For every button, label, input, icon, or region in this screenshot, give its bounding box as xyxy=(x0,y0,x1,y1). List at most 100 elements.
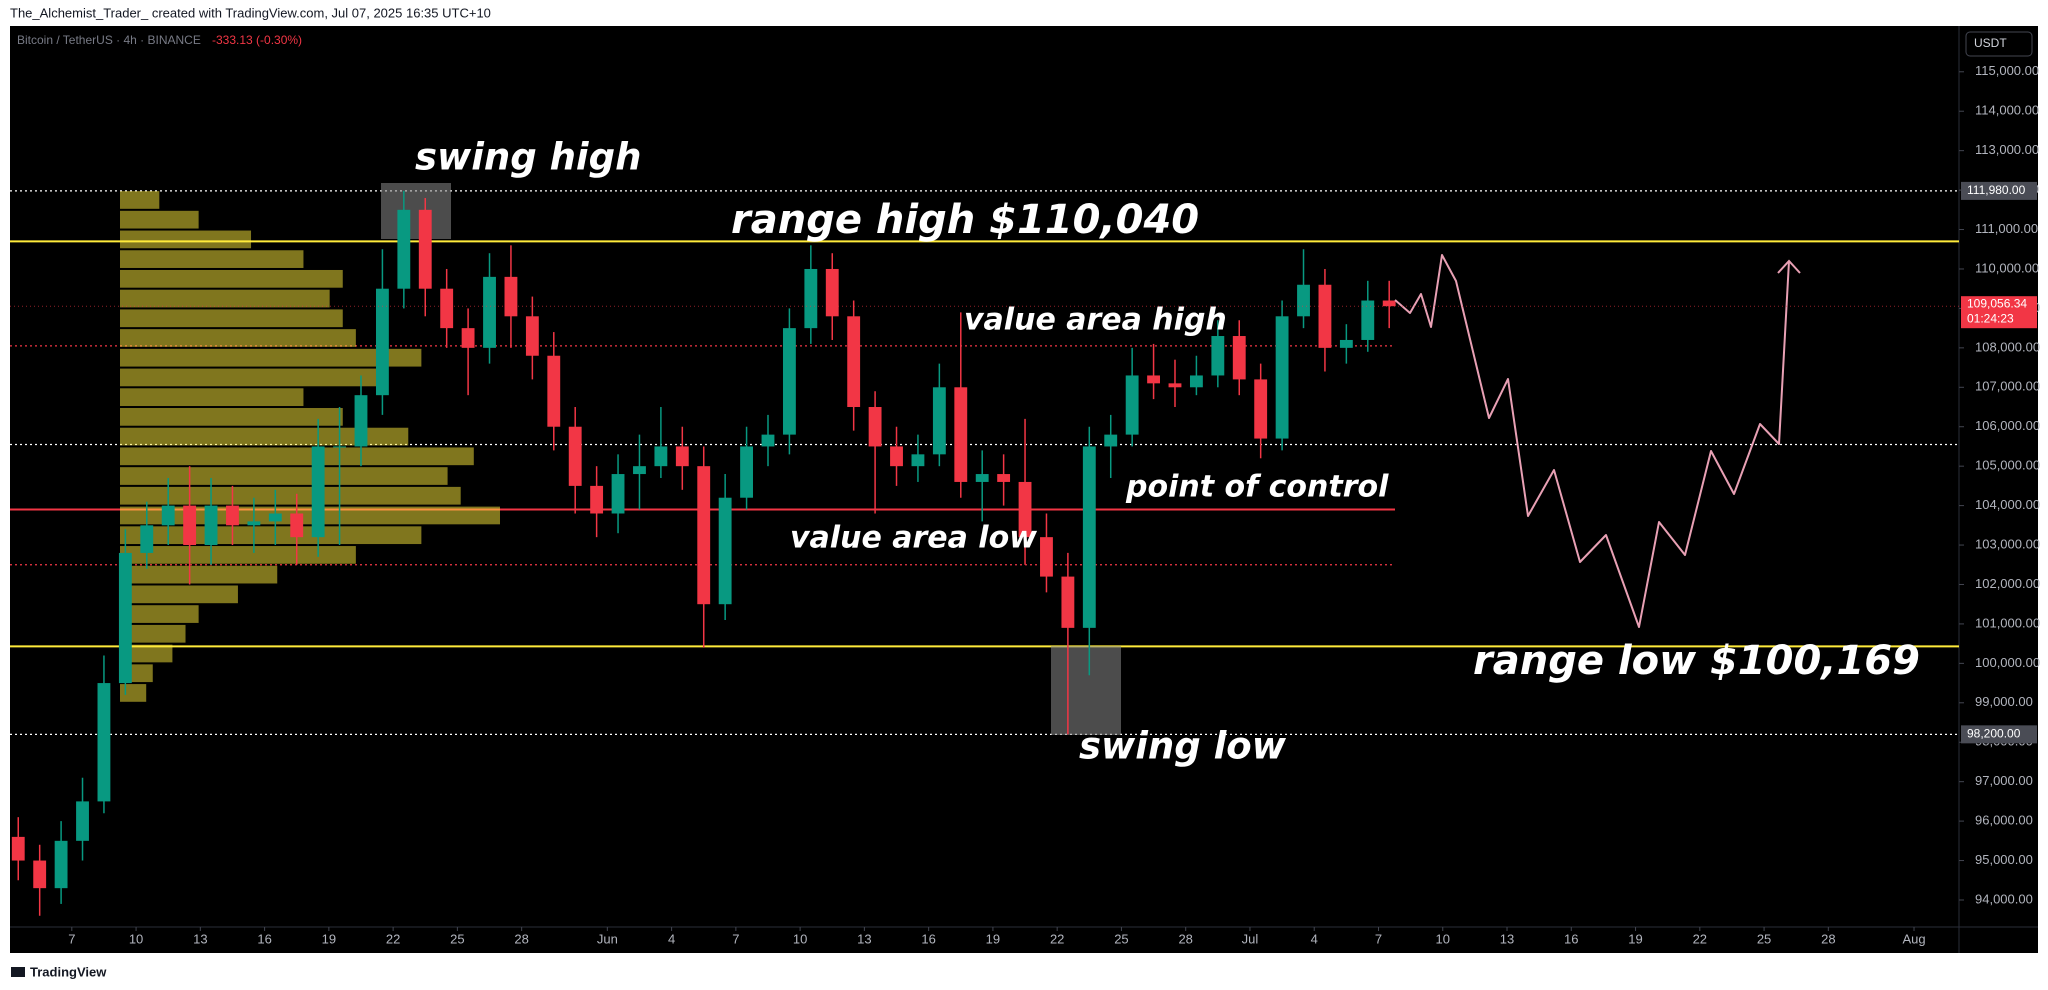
candle-body xyxy=(975,474,989,482)
profile-bar xyxy=(120,269,343,288)
swing-low-box xyxy=(1051,646,1121,735)
profile-bar xyxy=(120,526,422,545)
profile-bar xyxy=(120,388,304,407)
x-tick-label: 25 xyxy=(450,931,464,946)
profile-bar xyxy=(120,250,304,268)
candle-body xyxy=(761,434,775,447)
currency-label[interactable]: USDT xyxy=(1974,36,2007,50)
candle-body xyxy=(461,328,475,348)
x-tick-label: Jun xyxy=(597,931,618,946)
x-tick-label: 4 xyxy=(668,931,675,946)
candle-body xyxy=(804,268,818,329)
profile-bar xyxy=(120,605,199,623)
projection-arrow xyxy=(1777,259,1801,274)
candle-body xyxy=(547,355,561,427)
candle-body xyxy=(54,840,68,889)
candle-body xyxy=(847,316,861,408)
annotation: range low $100,169 xyxy=(1473,638,1920,684)
x-tick-label: 10 xyxy=(129,931,143,946)
profile-bar xyxy=(120,289,330,308)
price-change: -333.13 (-0.30%) xyxy=(212,33,302,47)
profile-bar xyxy=(120,447,474,466)
y-tick-label: 100,000.00 xyxy=(1975,655,2040,670)
candle-body xyxy=(675,446,689,467)
y-tick-label: 101,000.00 xyxy=(1975,615,2040,630)
x-tick-label: 19 xyxy=(986,931,1000,946)
candle-body xyxy=(890,446,903,467)
logo-mark xyxy=(11,967,25,977)
currency-button[interactable] xyxy=(1965,31,2033,57)
candle-body xyxy=(268,513,282,522)
y-tick-label: 102,000.00 xyxy=(1975,576,2040,591)
candle-body xyxy=(633,466,646,475)
candle-body xyxy=(1104,434,1118,447)
candle-body xyxy=(204,505,218,546)
profile-bar xyxy=(120,427,409,446)
candle-body xyxy=(1125,375,1139,435)
x-tick-label: 25 xyxy=(1757,931,1771,946)
x-tick-label: 16 xyxy=(1564,931,1578,946)
candle-body xyxy=(11,836,25,861)
y-tick-label: 105,000.00 xyxy=(1975,458,2040,473)
candle-body xyxy=(140,525,154,553)
profile-bar xyxy=(120,408,343,426)
countdown-label: 01:24:23 xyxy=(1967,311,2014,325)
annotation: value area low xyxy=(790,521,1037,556)
y-tick-label: 114,000.00 xyxy=(1975,103,2039,118)
x-tick-label: 16 xyxy=(921,931,935,946)
x-tick-label: 22 xyxy=(386,931,400,946)
x-tick-label: 28 xyxy=(514,931,528,946)
candle-body xyxy=(397,209,411,289)
profile-bar xyxy=(120,368,383,387)
candle-body xyxy=(932,387,946,455)
candle-body xyxy=(354,395,368,447)
candle-body xyxy=(333,446,346,448)
x-tick-label: 7 xyxy=(1375,931,1382,946)
candle-body xyxy=(183,505,197,546)
candle-body xyxy=(76,801,89,841)
x-tick-label: Aug xyxy=(1902,931,1925,946)
profile-bar xyxy=(120,585,238,604)
last-price-label: 109,056.34 xyxy=(1967,296,2027,310)
level-label: 98,200.00 xyxy=(1967,727,2021,741)
x-tick-label: 25 xyxy=(1114,931,1128,946)
candle-body xyxy=(1189,375,1203,388)
candle-body xyxy=(311,446,325,538)
profile-bar xyxy=(120,624,186,643)
last-price-box xyxy=(1961,296,2037,329)
candle-body xyxy=(504,276,518,317)
profile-bar xyxy=(120,309,343,328)
annotation: swing high xyxy=(415,136,641,179)
profile-bar xyxy=(120,565,278,584)
profile-bar xyxy=(120,467,448,485)
candle-body xyxy=(1275,316,1289,439)
profile-bar xyxy=(120,486,461,505)
annotation: range high $110,040 xyxy=(731,197,1199,243)
x-tick-label: 16 xyxy=(257,931,271,946)
candle-body xyxy=(997,474,1011,482)
level-label: 111,980.00 xyxy=(1967,183,2026,197)
candle-body xyxy=(611,474,625,514)
candle-body xyxy=(1082,446,1096,628)
x-tick-label: 10 xyxy=(1436,931,1450,946)
x-tick-label: 13 xyxy=(193,931,207,946)
profile-bar xyxy=(120,191,160,209)
candle-body xyxy=(1040,537,1053,577)
footer-logo: TradingView xyxy=(30,964,107,979)
candle-body xyxy=(1254,379,1268,439)
candle-body xyxy=(1061,576,1075,628)
candle-body xyxy=(483,276,496,348)
candle-body xyxy=(375,288,389,396)
y-tick-label: 111,000.00 xyxy=(1975,221,2038,236)
candle-body xyxy=(697,466,711,605)
x-tick-label: 4 xyxy=(1311,931,1318,946)
annotation: value area high xyxy=(964,303,1227,338)
projection-path xyxy=(1394,254,1790,628)
candle-body xyxy=(590,485,604,514)
candle-body xyxy=(718,497,732,605)
candle-body xyxy=(1018,481,1032,538)
candle-body xyxy=(782,328,796,435)
y-tick-label: 115,000.00 xyxy=(1975,63,2039,78)
level-label-box xyxy=(1961,181,2037,200)
